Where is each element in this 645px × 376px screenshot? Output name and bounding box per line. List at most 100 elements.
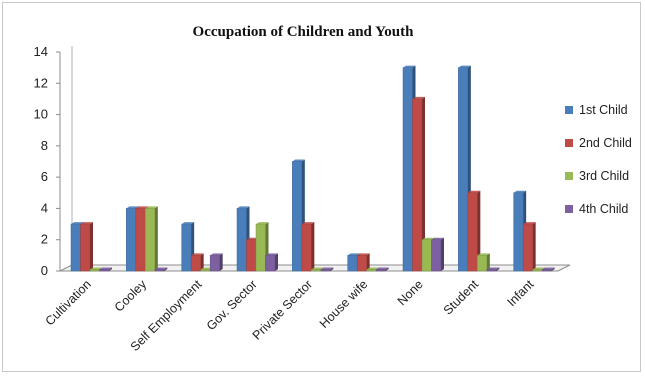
y-tick-label: 6 xyxy=(41,169,48,184)
bar xyxy=(541,267,555,272)
bar-front xyxy=(236,208,247,272)
bar xyxy=(145,206,158,272)
bar-front xyxy=(477,255,488,272)
bar-front xyxy=(421,239,432,272)
bar-top xyxy=(320,267,334,270)
chart-svg: Occupation of Children and Youth 0 2 4 6 8 10… xyxy=(34,24,632,354)
bar-top xyxy=(301,222,315,225)
bar xyxy=(477,253,490,272)
bar-top xyxy=(90,267,103,270)
bar-top xyxy=(71,222,84,225)
bar-front xyxy=(70,223,81,272)
bar-front xyxy=(375,269,386,272)
legend-swatch xyxy=(565,172,573,180)
bar-front xyxy=(89,269,100,272)
bar-top xyxy=(458,65,471,68)
bar-front xyxy=(99,269,110,272)
bar-side xyxy=(154,206,158,271)
bar-top xyxy=(403,65,416,68)
bar-front xyxy=(200,269,211,272)
bar-top xyxy=(154,267,168,270)
y-tick-label: 12 xyxy=(34,75,48,90)
bar-front xyxy=(301,223,312,272)
bar-top xyxy=(311,267,324,270)
bar-top xyxy=(237,206,250,209)
bar-front xyxy=(541,269,552,272)
bar-front xyxy=(467,192,478,272)
bar xyxy=(412,96,425,272)
bar-side xyxy=(477,190,481,271)
bar-top xyxy=(477,253,490,256)
bar-front xyxy=(532,269,543,272)
bar-front xyxy=(181,223,192,272)
bar-side xyxy=(90,222,93,271)
y-tick-label: 4 xyxy=(41,200,48,215)
x-tick-label: Gov. Sector xyxy=(204,277,260,333)
bar-front xyxy=(458,67,469,272)
bar xyxy=(301,222,315,272)
bar-front xyxy=(154,269,165,272)
bar-side xyxy=(385,267,389,271)
bar xyxy=(99,267,112,272)
bar-top xyxy=(181,222,195,225)
bar-front xyxy=(209,255,220,272)
bar-front xyxy=(190,255,201,272)
x-tick-label: Infant xyxy=(504,277,536,309)
bar-top xyxy=(513,190,527,193)
y-tick-label: 14 xyxy=(34,44,48,59)
bar-side xyxy=(200,253,204,271)
legend-label: 1st Child xyxy=(579,103,628,117)
bar xyxy=(265,253,278,272)
bar-top xyxy=(366,267,380,270)
bar-front xyxy=(486,269,497,272)
bar-side xyxy=(219,253,223,271)
legend-label: 3rd Child xyxy=(579,169,629,183)
bar xyxy=(80,222,93,272)
bar-front xyxy=(513,192,524,272)
bar-top xyxy=(486,267,500,270)
bar-top xyxy=(99,267,112,270)
bar xyxy=(375,267,389,272)
bar xyxy=(522,222,536,272)
bar-top xyxy=(532,267,546,270)
bar xyxy=(190,253,204,272)
bar-top xyxy=(431,237,444,240)
legend-swatch xyxy=(565,205,573,213)
bar-top xyxy=(347,253,361,256)
bar-top xyxy=(256,222,269,225)
bar-front xyxy=(522,223,533,272)
bar-side xyxy=(164,267,168,271)
bar-front xyxy=(292,161,303,272)
legend-label: 4th Child xyxy=(579,202,628,216)
bar-top xyxy=(210,253,223,256)
bar xyxy=(209,253,223,272)
y-tick-label: 8 xyxy=(41,138,48,153)
bar-top xyxy=(292,159,305,162)
y-tick-label: 10 xyxy=(34,107,48,122)
bar-top xyxy=(542,267,555,270)
bar-front xyxy=(255,223,266,272)
bar-front xyxy=(356,255,367,272)
bar-front xyxy=(80,223,91,272)
x-tick-label: Cultivation xyxy=(43,277,94,328)
bar-top xyxy=(422,237,435,240)
bar-top xyxy=(126,206,139,209)
bar xyxy=(431,237,444,272)
bars xyxy=(70,65,555,272)
bar-side xyxy=(330,267,334,271)
bar-top xyxy=(376,267,389,270)
bar-front xyxy=(347,255,358,272)
bar-top xyxy=(135,206,149,209)
chart-frame: Occupation of Children and Youth 0 2 4 6 8 10… xyxy=(2,2,641,372)
bar-top xyxy=(265,253,278,256)
bar-side xyxy=(496,267,500,271)
bar-front xyxy=(265,255,276,272)
bar-side xyxy=(532,222,536,271)
bar xyxy=(320,267,334,272)
bar-front xyxy=(412,98,423,272)
bar-side xyxy=(311,222,315,271)
bar-front xyxy=(366,269,377,272)
x-tick-label: None xyxy=(395,277,426,308)
bar xyxy=(486,267,500,272)
